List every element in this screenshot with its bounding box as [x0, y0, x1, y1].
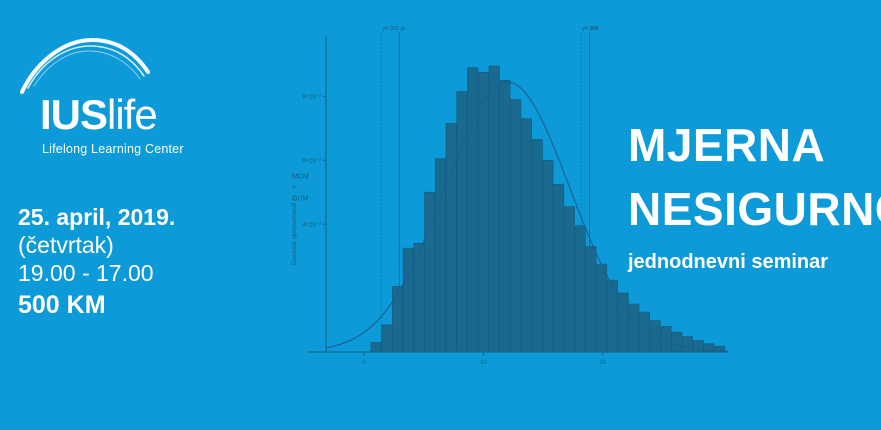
y-tick-label: 8×10⁻³ — [302, 95, 321, 101]
histogram-bar — [553, 183, 565, 353]
histogram-bar — [488, 65, 500, 353]
x-tick-label: 10 — [480, 360, 487, 366]
event-price: 500 KM — [18, 291, 106, 320]
histogram-bar — [520, 118, 532, 353]
x-tick-label: 0 — [363, 360, 367, 366]
legend-divider: = — [292, 184, 296, 191]
gum-normal-curve — [325, 81, 729, 353]
histogram-bar — [456, 91, 468, 353]
histogram-bar — [671, 331, 683, 353]
histogram-bar — [402, 247, 414, 353]
event-date: 25. april, 2019. — [18, 204, 176, 230]
histogram-bar — [445, 123, 457, 353]
title-line-2: NESIGURNOST — [628, 182, 881, 235]
histogram-bar — [585, 246, 597, 353]
brand-logo[interactable]: IUSlife Lifelong Learning Center — [18, 36, 198, 156]
right-panel: MJERNA NESIGURNOST jednodnevni seminar — [628, 119, 881, 274]
histogram-bar — [542, 159, 554, 353]
histogram-bar — [638, 311, 651, 353]
histogram-bar — [681, 336, 693, 353]
histogram-bar — [392, 286, 404, 353]
event-weekday: (četvrtak) — [18, 232, 114, 259]
histogram-bar — [370, 342, 382, 353]
histogram-bar — [531, 139, 543, 353]
histogram-bar — [617, 292, 629, 353]
logo-wordmark: IUSlife — [40, 91, 158, 138]
y-high-dotted-label: y0.975 — [582, 26, 599, 32]
y-axis-title: Gustoća vjerovatnosti — [291, 203, 298, 266]
histogram-chart: y0.025 yL y0.975 yH 4×10⁻³ 6×10⁻³ 8×10⁻³ 0 10 20 G… — [280, 20, 740, 380]
histogram-bar — [499, 80, 511, 353]
legend-gum: GUM — [292, 195, 309, 202]
left-panel: IUSlife Lifelong Learning Center 25. apr… — [0, 0, 280, 430]
y-high-solid-label: yH — [591, 26, 598, 32]
legend-mcm: MCM — [292, 173, 309, 180]
histogram-bar — [477, 72, 490, 353]
y-low-dotted-label: y0.025 — [382, 26, 399, 32]
histogram-bar — [628, 303, 640, 353]
histogram-bars — [370, 65, 726, 353]
histogram-bar — [649, 320, 661, 353]
y-tick-label: 6×10⁻³ — [302, 158, 321, 164]
histogram-bar — [381, 324, 393, 353]
subtitle: jednodnevni seminar — [628, 251, 829, 274]
x-tick-label: 20 — [599, 360, 606, 366]
histogram-bar — [434, 158, 447, 353]
y-tick-label: 4×10⁻³ — [302, 222, 321, 228]
event-details: 25. april, 2019. (četvrtak) 19.00 - 17.0… — [18, 203, 175, 320]
event-time: 19.00 - 17.00 — [18, 260, 154, 287]
histogram-bar — [574, 225, 586, 353]
histogram-bar — [596, 263, 608, 353]
title-line-1: MJERNA — [628, 119, 826, 171]
logo-tagline: Lifelong Learning Center — [42, 142, 184, 156]
y-low-solid-label: yL — [400, 26, 406, 32]
swoosh-arc-icon — [20, 37, 150, 94]
histogram-bar — [467, 67, 479, 353]
histogram-bar — [563, 206, 575, 353]
logo-accent-text: life — [107, 91, 158, 138]
histogram-bar — [510, 99, 522, 353]
logo-main-text: IUS — [40, 91, 108, 138]
